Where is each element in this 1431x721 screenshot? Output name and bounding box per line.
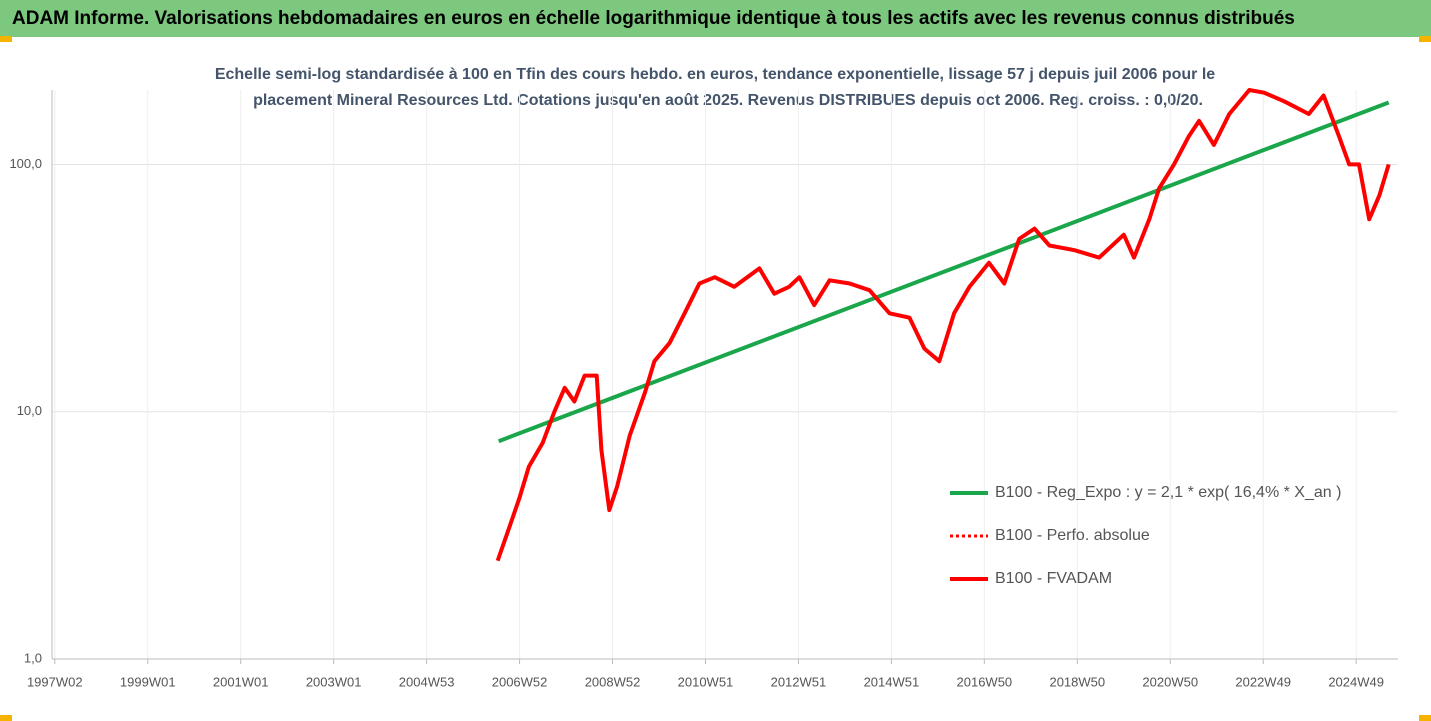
chart-title: ADAM Informe. Valorisations hebdomadaire…: [12, 8, 1295, 29]
x-tick-label: 1999W01: [120, 674, 176, 689]
legend-label: B100 - Perfo. absolue: [995, 527, 1150, 544]
corner-mark: [1419, 36, 1431, 42]
chart-subtitle: Echelle semi-log standardisée à 100 en T…: [215, 66, 1215, 83]
title-bar: [0, 0, 1431, 37]
x-tick-label: 2024W49: [1328, 674, 1384, 689]
y-tick-label: 1,0: [24, 650, 42, 665]
x-tick-label: 2014W51: [864, 674, 920, 689]
chart-subtitle: placement Mineral Resources Ltd. Cotatio…: [253, 92, 1203, 109]
series-line: [495, 88, 1391, 562]
x-tick-label: 2012W51: [771, 674, 827, 689]
y-tick-label: 10,0: [17, 403, 42, 418]
legend-label: B100 - FVADAM: [995, 570, 1112, 587]
x-tick-label: 2016W50: [957, 674, 1013, 689]
x-tick-label: 2020W50: [1142, 674, 1198, 689]
corner-mark: [0, 36, 12, 42]
legend-label: B100 - Reg_Expo : y = 2,1 * exp( 16,4% *…: [995, 484, 1341, 501]
x-tick-label: 1997W02: [27, 674, 83, 689]
corner-mark: [1419, 715, 1431, 721]
x-tick-label: 2001W01: [213, 674, 269, 689]
x-tick-label: 2008W52: [585, 674, 641, 689]
x-tick-label: 2004W53: [399, 674, 455, 689]
x-tick-label: 2018W50: [1049, 674, 1105, 689]
y-tick-label: 100,0: [9, 156, 42, 171]
x-tick-label: 2022W49: [1235, 674, 1291, 689]
x-tick-label: 2010W51: [678, 674, 734, 689]
x-tick-label: 2003W01: [306, 674, 362, 689]
x-tick-label: 2006W52: [492, 674, 548, 689]
corner-mark: [0, 715, 12, 721]
